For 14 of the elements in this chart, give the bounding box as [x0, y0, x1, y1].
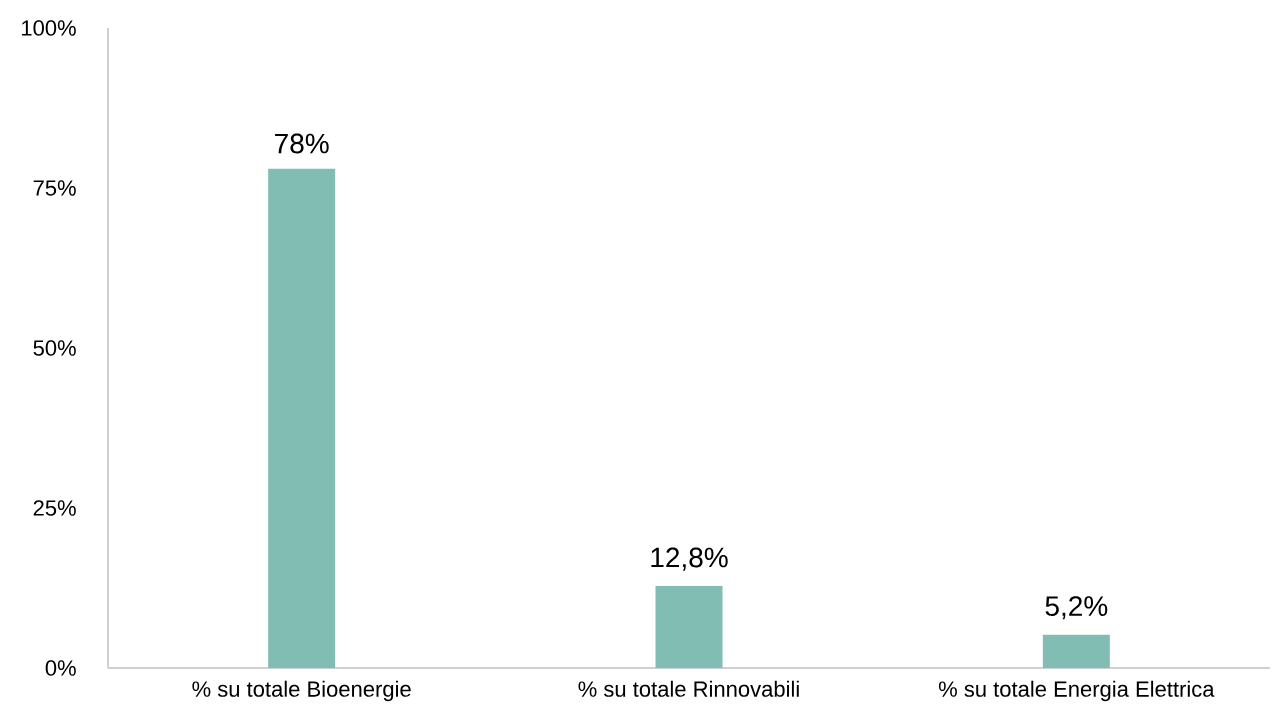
- y-tick-label: 25%: [33, 500, 76, 516]
- y-tick-label: 100%: [22, 20, 76, 36]
- data-label: 5,2%: [1045, 596, 1108, 620]
- data-label: 78%: [275, 133, 329, 154]
- bar: [1042, 634, 1110, 668]
- x-tick-label: % su totale Energia Elettrica: [938, 680, 1215, 702]
- y-tick-label: 50%: [33, 340, 76, 356]
- bar: [268, 168, 336, 668]
- data-label: 12,8%: [651, 547, 728, 571]
- x-tick-label: % su totale Rinnovabili: [578, 680, 799, 697]
- x-tick-label: % su totale Bioenergie: [192, 680, 411, 702]
- bar: [655, 586, 723, 668]
- y-tick-label: 0%: [45, 660, 76, 676]
- y-tick-label: 75%: [33, 180, 76, 196]
